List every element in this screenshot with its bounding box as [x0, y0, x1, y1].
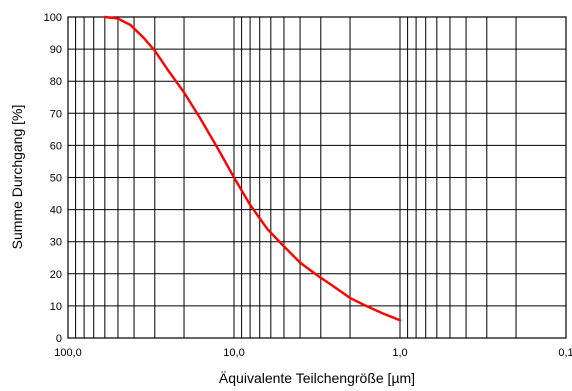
x-tick-label: 1,0	[392, 347, 407, 359]
series-layer	[103, 15, 402, 322]
x-tick-label: 10,0	[223, 347, 244, 359]
x-tick-label: 0,1	[558, 347, 572, 359]
plot-frame	[67, 16, 567, 339]
y-tick-label: 20	[50, 269, 62, 281]
x-tick-label: 100,0	[54, 347, 82, 359]
y-tick-label: 0	[56, 333, 62, 345]
y-tick-label: 30	[50, 237, 62, 249]
y-tick-label: 10	[50, 301, 62, 313]
grid	[68, 16, 567, 339]
y-tick-label: 90	[50, 44, 62, 56]
x-axis-label: Äquivalente Teilchengröße [µm]	[219, 370, 415, 386]
y-tick-labels: 0 10 20 30 40 50 60 70 80 90 100	[44, 12, 62, 345]
y-axis-label: Summe Durchgang [%]	[9, 105, 25, 250]
y-tick-label: 100	[44, 12, 62, 24]
y-tick-label: 80	[50, 76, 62, 88]
y-tick-label: 60	[50, 140, 62, 152]
plot-border	[67, 16, 567, 339]
y-tick-label: 50	[50, 173, 62, 185]
y-tick-label: 70	[50, 108, 62, 120]
x-tick-labels: 100,0 10,0 1,0 0,1	[54, 347, 572, 359]
y-tick-label: 40	[50, 205, 62, 217]
series-line	[103, 15, 402, 322]
